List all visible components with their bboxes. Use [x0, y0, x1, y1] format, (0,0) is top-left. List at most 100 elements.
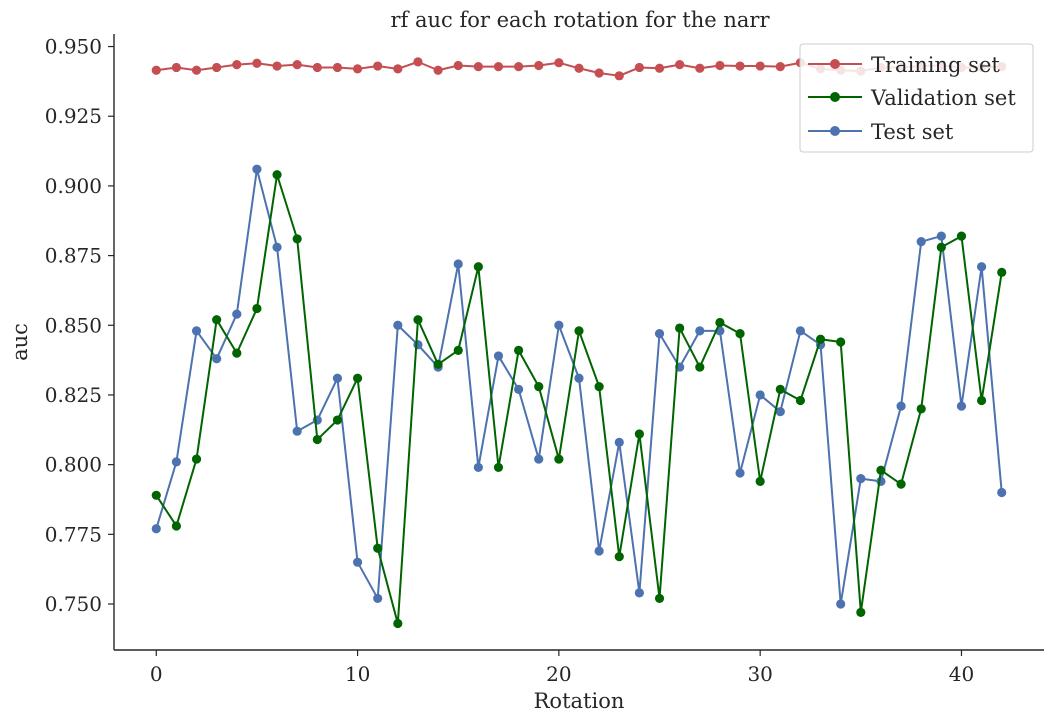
- data-point: [232, 60, 242, 70]
- data-point: [634, 62, 644, 73]
- data-point: [735, 468, 745, 478]
- data-point: [413, 57, 423, 67]
- data-point: [493, 62, 504, 72]
- series-validation-set: [151, 170, 1007, 629]
- data-point: [352, 557, 363, 567]
- data-point: [473, 62, 483, 72]
- data-point: [574, 373, 584, 383]
- data-point: [493, 462, 504, 473]
- data-point: [292, 426, 302, 436]
- data-point: [453, 259, 463, 269]
- data-point: [594, 381, 604, 392]
- data-point: [151, 524, 161, 534]
- legend-marker-test: [830, 126, 840, 136]
- data-point: [312, 434, 322, 445]
- y-tick-label: 0.850: [45, 313, 102, 337]
- data-point: [514, 62, 524, 72]
- legend-marker-training: [830, 59, 840, 69]
- data-point: [151, 65, 161, 75]
- data-point: [775, 384, 785, 394]
- data-point: [171, 62, 182, 73]
- y-tick-label: 0.800: [45, 453, 102, 477]
- data-point: [815, 334, 826, 344]
- data-point: [614, 71, 624, 81]
- data-point: [352, 64, 363, 74]
- data-point: [252, 58, 262, 68]
- data-point: [936, 231, 946, 241]
- data-point: [312, 62, 322, 73]
- data-point: [634, 588, 644, 598]
- data-point: [755, 61, 765, 71]
- data-point: [514, 345, 524, 355]
- data-point: [232, 348, 242, 358]
- data-point: [514, 384, 524, 394]
- data-point: [453, 345, 463, 355]
- data-point: [594, 68, 604, 78]
- data-point: [735, 61, 745, 71]
- x-tick-label: 20: [546, 662, 571, 686]
- y-tick-label: 0.950: [45, 35, 102, 59]
- data-point: [695, 326, 705, 336]
- data-point: [775, 407, 785, 417]
- data-point: [675, 60, 685, 70]
- data-point: [896, 479, 906, 489]
- chart-title: rf auc for each rotation for the narr: [391, 8, 771, 32]
- data-point: [775, 62, 785, 72]
- series-line: [155, 173, 1003, 625]
- data-point: [332, 62, 343, 73]
- data-point: [997, 487, 1007, 498]
- data-point: [453, 60, 463, 71]
- data-point: [755, 476, 765, 486]
- data-point: [896, 401, 906, 411]
- data-point: [433, 65, 443, 75]
- data-point: [373, 543, 383, 553]
- data-point: [191, 65, 202, 75]
- data-point: [393, 618, 403, 629]
- data-point: [675, 323, 685, 333]
- data-point: [473, 462, 483, 473]
- data-point: [856, 473, 866, 484]
- data-point: [272, 61, 282, 71]
- data-point: [574, 63, 584, 73]
- data-point: [614, 552, 624, 562]
- data-point: [654, 329, 665, 339]
- data-point: [292, 234, 302, 244]
- data-point: [151, 490, 161, 500]
- y-tick-label: 0.775: [45, 522, 102, 546]
- data-point: [976, 262, 987, 272]
- data-point: [373, 593, 383, 604]
- data-point: [634, 429, 644, 439]
- data-point: [795, 395, 806, 406]
- legend-label-test: Test set: [871, 120, 954, 144]
- x-axis-label: Rotation: [534, 689, 625, 713]
- y-tick-label: 0.925: [45, 104, 102, 128]
- data-point: [473, 262, 483, 272]
- data-point: [936, 242, 946, 252]
- y-tick-label: 0.750: [45, 592, 102, 616]
- data-point: [795, 326, 806, 336]
- data-point: [554, 320, 564, 330]
- data-point: [413, 340, 423, 350]
- legend-frame: [799, 43, 1034, 153]
- data-point: [614, 437, 624, 447]
- data-point: [232, 309, 242, 319]
- data-point: [272, 170, 282, 180]
- y-tick-label: 0.875: [45, 244, 102, 268]
- data-point: [836, 599, 846, 609]
- data-point: [856, 607, 866, 617]
- data-point: [916, 404, 926, 414]
- data-point: [332, 415, 343, 425]
- x-tick-label: 40: [949, 662, 974, 686]
- data-point: [715, 317, 725, 328]
- x-tick-label: 0: [150, 662, 163, 686]
- data-point: [534, 381, 544, 392]
- data-point: [252, 303, 262, 314]
- data-point: [292, 60, 302, 70]
- data-point: [755, 390, 765, 400]
- series-test-set: [151, 164, 1007, 609]
- data-point: [212, 315, 222, 325]
- data-point: [695, 362, 705, 372]
- data-point: [332, 373, 343, 383]
- data-point: [876, 465, 886, 475]
